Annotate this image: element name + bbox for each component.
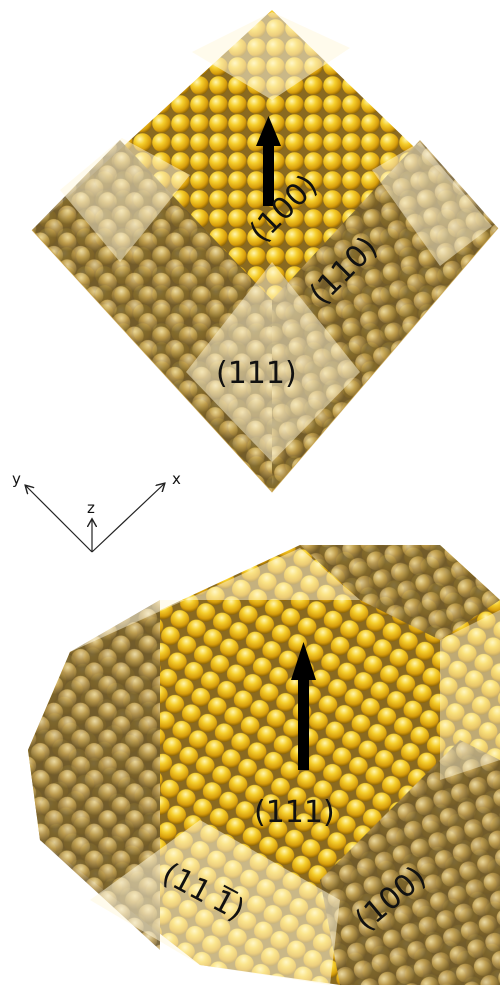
bottom-facet-right [440,610,500,780]
bottom-side-facet-right [320,740,500,985]
bottom-direction-arrow [291,642,316,770]
bottom-label-111: (111) [254,795,335,830]
axes-triad: y x z [12,470,181,553]
top-particle: (100) (110) (111) [31,10,499,493]
bottom-side-facet-left [28,600,160,950]
top-facet-111 [186,262,360,462]
bottom-side-facet-top [300,545,500,640]
top-facet-100-top [192,12,350,100]
top-facet-100-left [60,138,190,262]
axis-z-label: z [87,499,95,517]
top-particle-body [32,10,498,492]
axis-y [26,486,93,553]
top-facet-100-right [372,142,492,266]
axis-y-label: y [12,470,21,488]
top-direction-arrow [256,116,281,206]
bottom-label-111bar-overbar [223,884,239,895]
axis-x [91,484,164,553]
axis-x-label: x [172,470,181,488]
bottom-particle: (111) (11 1 ) (100) [28,545,500,985]
bottom-facet-111bar [90,820,340,985]
top-label-111: (111) [216,356,297,391]
bottom-facet-upper-left [70,548,360,652]
